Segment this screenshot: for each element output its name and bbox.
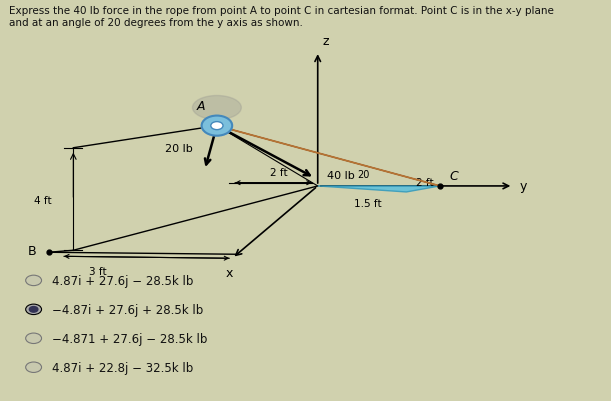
Circle shape — [211, 122, 223, 130]
Text: 2 ft: 2 ft — [416, 178, 434, 187]
Text: −4.87i + 27.6j + 28.5k lb: −4.87i + 27.6j + 28.5k lb — [52, 303, 203, 316]
Text: 4.87i + 22.8j − 32.5k lb: 4.87i + 22.8j − 32.5k lb — [52, 361, 193, 374]
Text: A: A — [196, 99, 205, 112]
Text: 3 ft: 3 ft — [89, 267, 106, 277]
Circle shape — [26, 362, 42, 373]
Text: −4.871 + 27.6j − 28.5k lb: −4.871 + 27.6j − 28.5k lb — [52, 332, 207, 345]
Text: 40 lb: 40 lb — [327, 170, 354, 180]
Circle shape — [202, 116, 232, 136]
Circle shape — [29, 307, 38, 312]
Text: 4.87i + 27.6j − 28.5k lb: 4.87i + 27.6j − 28.5k lb — [52, 274, 193, 287]
Text: 20: 20 — [357, 169, 370, 179]
Text: y: y — [519, 180, 527, 193]
Circle shape — [26, 275, 42, 286]
Text: and at an angle of 20 degrees from the y axis as shown.: and at an angle of 20 degrees from the y… — [9, 18, 303, 28]
Circle shape — [26, 333, 42, 344]
Text: 20 lb: 20 lb — [165, 144, 192, 153]
Text: C: C — [449, 170, 458, 182]
Text: 2 ft: 2 ft — [270, 168, 287, 178]
Text: x: x — [225, 267, 233, 279]
Text: 4 ft: 4 ft — [34, 196, 52, 205]
Polygon shape — [318, 186, 440, 192]
Text: 1.5 ft: 1.5 ft — [354, 198, 382, 209]
Ellipse shape — [192, 96, 241, 120]
Text: z: z — [323, 35, 329, 48]
Text: Express the 40 lb force in the rope from point A to point C in cartesian format.: Express the 40 lb force in the rope from… — [9, 6, 554, 16]
Circle shape — [26, 304, 42, 315]
Text: B: B — [28, 244, 37, 257]
